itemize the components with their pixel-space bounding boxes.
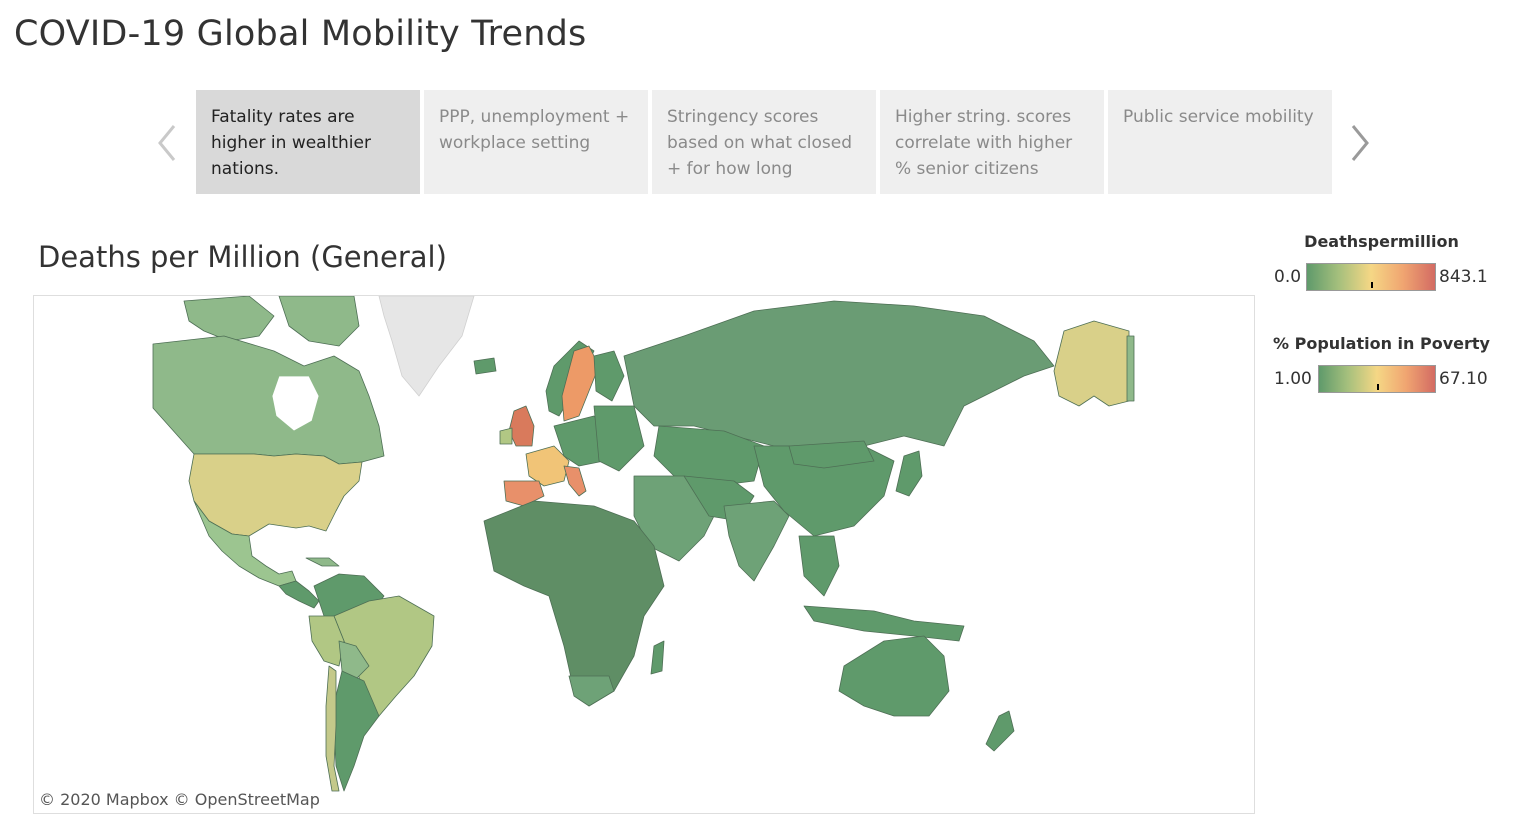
finland [593, 350, 625, 402]
united-kingdom [508, 405, 535, 447]
legend-marker-deaths [1371, 282, 1373, 288]
legend-marker-poverty [1377, 384, 1379, 390]
chevron-left-icon [158, 125, 176, 161]
southeast-asia [798, 535, 840, 597]
sweden [561, 345, 600, 422]
chile [325, 665, 340, 792]
chevron-right-icon [1351, 125, 1369, 161]
south-africa [568, 675, 615, 707]
legend-max-deaths: 843.1 [1439, 267, 1488, 287]
legend-title-deaths: Deathspermillion [1304, 232, 1459, 251]
story-point-3[interactable]: Stringency scores based on what closed +… [652, 90, 876, 194]
legend-title-poverty: % Population in Poverty [1273, 334, 1490, 353]
legend-gradient-poverty [1318, 365, 1436, 393]
choropleth-map [152, 296, 1135, 792]
australia [838, 635, 950, 717]
legend-gradient-deaths [1306, 263, 1436, 291]
map-title: Deaths per Million (General) [38, 240, 447, 274]
russia [623, 300, 1055, 447]
africa [483, 500, 665, 707]
italy [563, 465, 587, 497]
indonesia [803, 605, 965, 642]
story-point-1[interactable]: Fatality rates are higher in wealthier n… [196, 90, 420, 194]
story-next-button[interactable] [1345, 120, 1375, 166]
bolivia [338, 640, 370, 682]
peru [308, 615, 345, 667]
france [525, 445, 570, 487]
legend-max-poverty: 67.10 [1439, 369, 1488, 389]
story-prev-button[interactable] [152, 120, 182, 166]
legend-min-poverty: 1.00 [1274, 369, 1312, 389]
canada-islands [183, 296, 275, 342]
world-map[interactable]: © 2020 Mapbox © OpenStreetMap [33, 295, 1255, 814]
page-title: COVID-19 Global Mobility Trends [14, 14, 587, 54]
central-america [278, 580, 320, 609]
madagascar [650, 640, 665, 675]
alaska [1053, 320, 1130, 407]
mexico [193, 500, 297, 587]
story-point-4[interactable]: Higher string. scores correlate with hig… [880, 90, 1104, 194]
ireland [499, 427, 513, 445]
greenland [378, 296, 475, 397]
story-point-2[interactable]: PPP, unemployment + workplace setting [424, 90, 648, 194]
legend-min-deaths: 0.0 [1274, 267, 1302, 287]
canada-islands-2 [278, 296, 360, 347]
canada [152, 335, 385, 465]
story-point-5[interactable]: Public service mobility [1108, 90, 1332, 194]
new-zealand [985, 710, 1015, 752]
united-states [188, 453, 363, 537]
japan [895, 450, 923, 497]
eastern-europe [593, 405, 645, 472]
map-attribution: © 2020 Mapbox © OpenStreetMap [39, 790, 320, 809]
legend-deaths: Deathspermillion 0.0 843.1 [1268, 232, 1508, 293]
india [723, 500, 790, 582]
legend-poverty: % Population in Poverty 1.00 67.10 [1268, 334, 1508, 395]
